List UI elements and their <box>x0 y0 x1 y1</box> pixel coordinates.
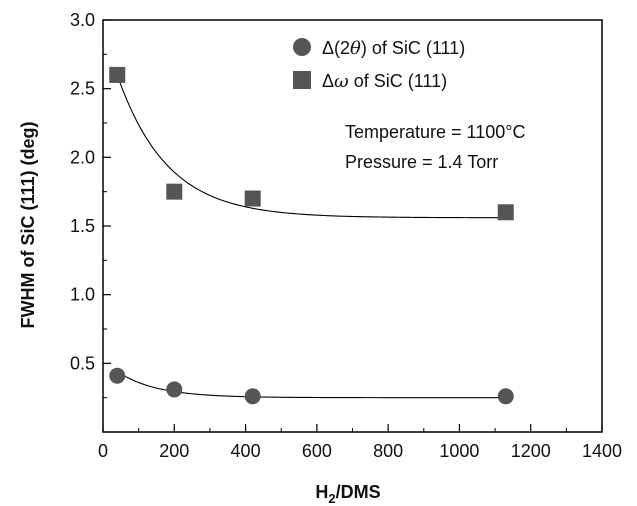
y-axis-ticks: 0.5 1.0 1.5 2.0 2.5 3.0 <box>70 10 111 399</box>
annotation-pressure: Pressure = 1.4 Torr <box>345 152 498 172</box>
data-point-square <box>497 204 514 221</box>
x-tick-label: 0 <box>98 441 108 461</box>
legend: Δ(2θ) of SiC (111) Δω of SiC (111) <box>293 38 465 92</box>
y-tick-label: 1.5 <box>70 216 95 236</box>
x-tick-label: 800 <box>373 441 403 461</box>
legend-marker-square <box>293 71 311 89</box>
fit-curves <box>116 74 506 399</box>
y-tick-label: 2.5 <box>70 79 95 99</box>
x-axis-ticks: 0 200 400 600 800 1000 1200 1400 <box>98 424 622 461</box>
x-tick-label: 1200 <box>511 441 551 461</box>
legend-marker-circle <box>293 38 311 56</box>
data-point-circle <box>244 388 261 405</box>
y-tick-label: 0.5 <box>70 353 95 373</box>
x-axis-title: H2/DMS <box>315 482 380 506</box>
data-point-circle <box>109 367 126 384</box>
fit-curve-1 <box>116 371 506 399</box>
data-point-square <box>109 66 126 83</box>
y-axis-title: FWHM of SiC (111) (deg) <box>18 121 38 328</box>
data-marks <box>109 66 514 405</box>
y-tick-label: 1.0 <box>70 285 95 305</box>
x-tick-label: 1000 <box>439 441 479 461</box>
x-tick-label: 1400 <box>582 441 622 461</box>
data-point-square <box>166 183 183 200</box>
legend-label-delta-omega: Δω of SiC (111) <box>322 71 447 92</box>
x-tick-label: 400 <box>231 441 261 461</box>
fit-curve-0 <box>116 74 506 219</box>
legend-label-delta-2theta: Δ(2θ) of SiC (111) <box>322 38 465 59</box>
annotation-temperature: Temperature = 1100°C <box>345 122 525 142</box>
y-tick-label: 3.0 <box>70 10 95 30</box>
x-tick-label: 200 <box>159 441 189 461</box>
x-tick-label: 600 <box>302 441 332 461</box>
data-point-circle <box>166 381 183 398</box>
data-point-circle <box>497 388 514 405</box>
y-tick-label: 2.0 <box>70 147 95 167</box>
data-point-square <box>244 190 261 207</box>
